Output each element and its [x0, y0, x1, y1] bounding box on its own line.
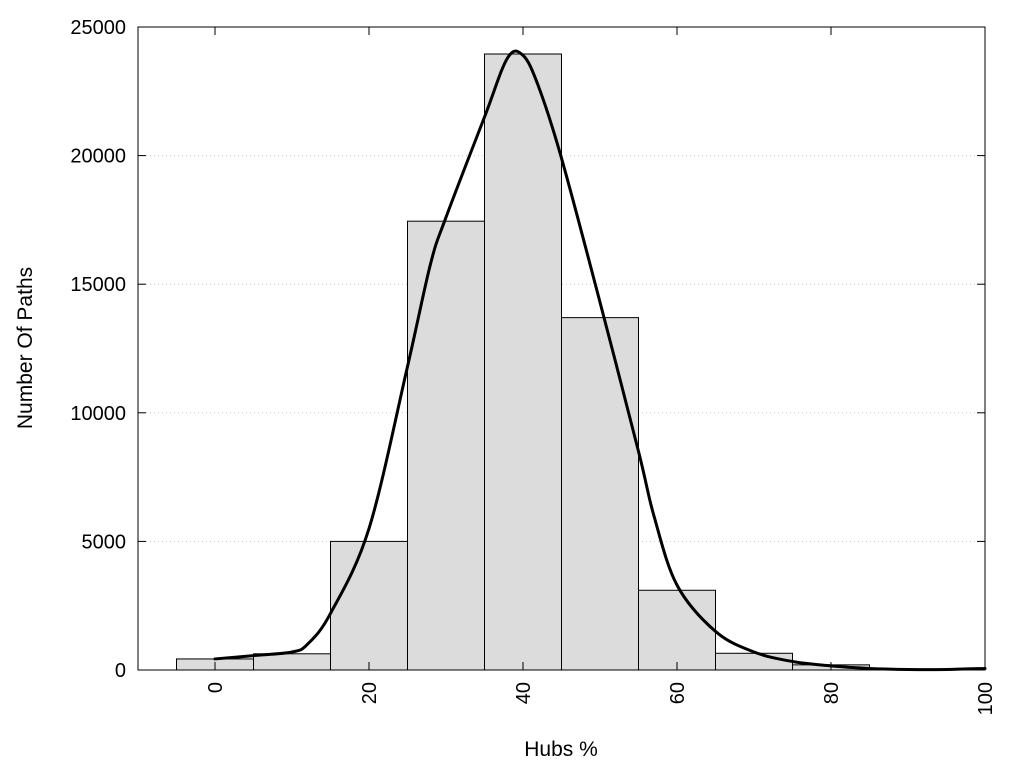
y-tick-label-0: 0 [115, 660, 126, 682]
y-tick-label-25000: 25000 [70, 17, 126, 39]
histogram-bar-50 [561, 317, 639, 671]
histogram-bar-10 [253, 653, 331, 671]
y-axis-title: Number Of Paths [14, 267, 37, 429]
x-tick-label-0: 0 [205, 682, 227, 693]
x-tick-label-40: 40 [513, 682, 535, 704]
x-tick-label-100: 100 [975, 682, 997, 715]
tick-labels: 0 5000 10000 15000 20000 25000 0 20 40 60 80 100 [70, 17, 997, 715]
x-tick-label-60: 60 [667, 682, 689, 704]
x-tick-label-80: 80 [821, 682, 843, 704]
histogram-bar-20 [330, 540, 408, 671]
histogram-bar-60 [638, 589, 716, 671]
axis-ticks [138, 26, 986, 671]
x-axis-title: Hubs % [524, 738, 598, 761]
y-tick-label-15000: 15000 [70, 274, 126, 296]
plot-frame [137, 26, 986, 671]
histogram-bar-30 [407, 220, 485, 671]
y-tick-label-5000: 5000 [82, 531, 127, 553]
y-tick-label-10000: 10000 [70, 403, 126, 425]
histogram-bar-70 [715, 652, 793, 671]
x-tick-label-20: 20 [359, 682, 381, 704]
y-tick-label-20000: 20000 [70, 146, 126, 168]
histogram-bar-40 [484, 53, 562, 671]
density-curve [213, 49, 987, 672]
histogram-bars [176, 53, 870, 671]
